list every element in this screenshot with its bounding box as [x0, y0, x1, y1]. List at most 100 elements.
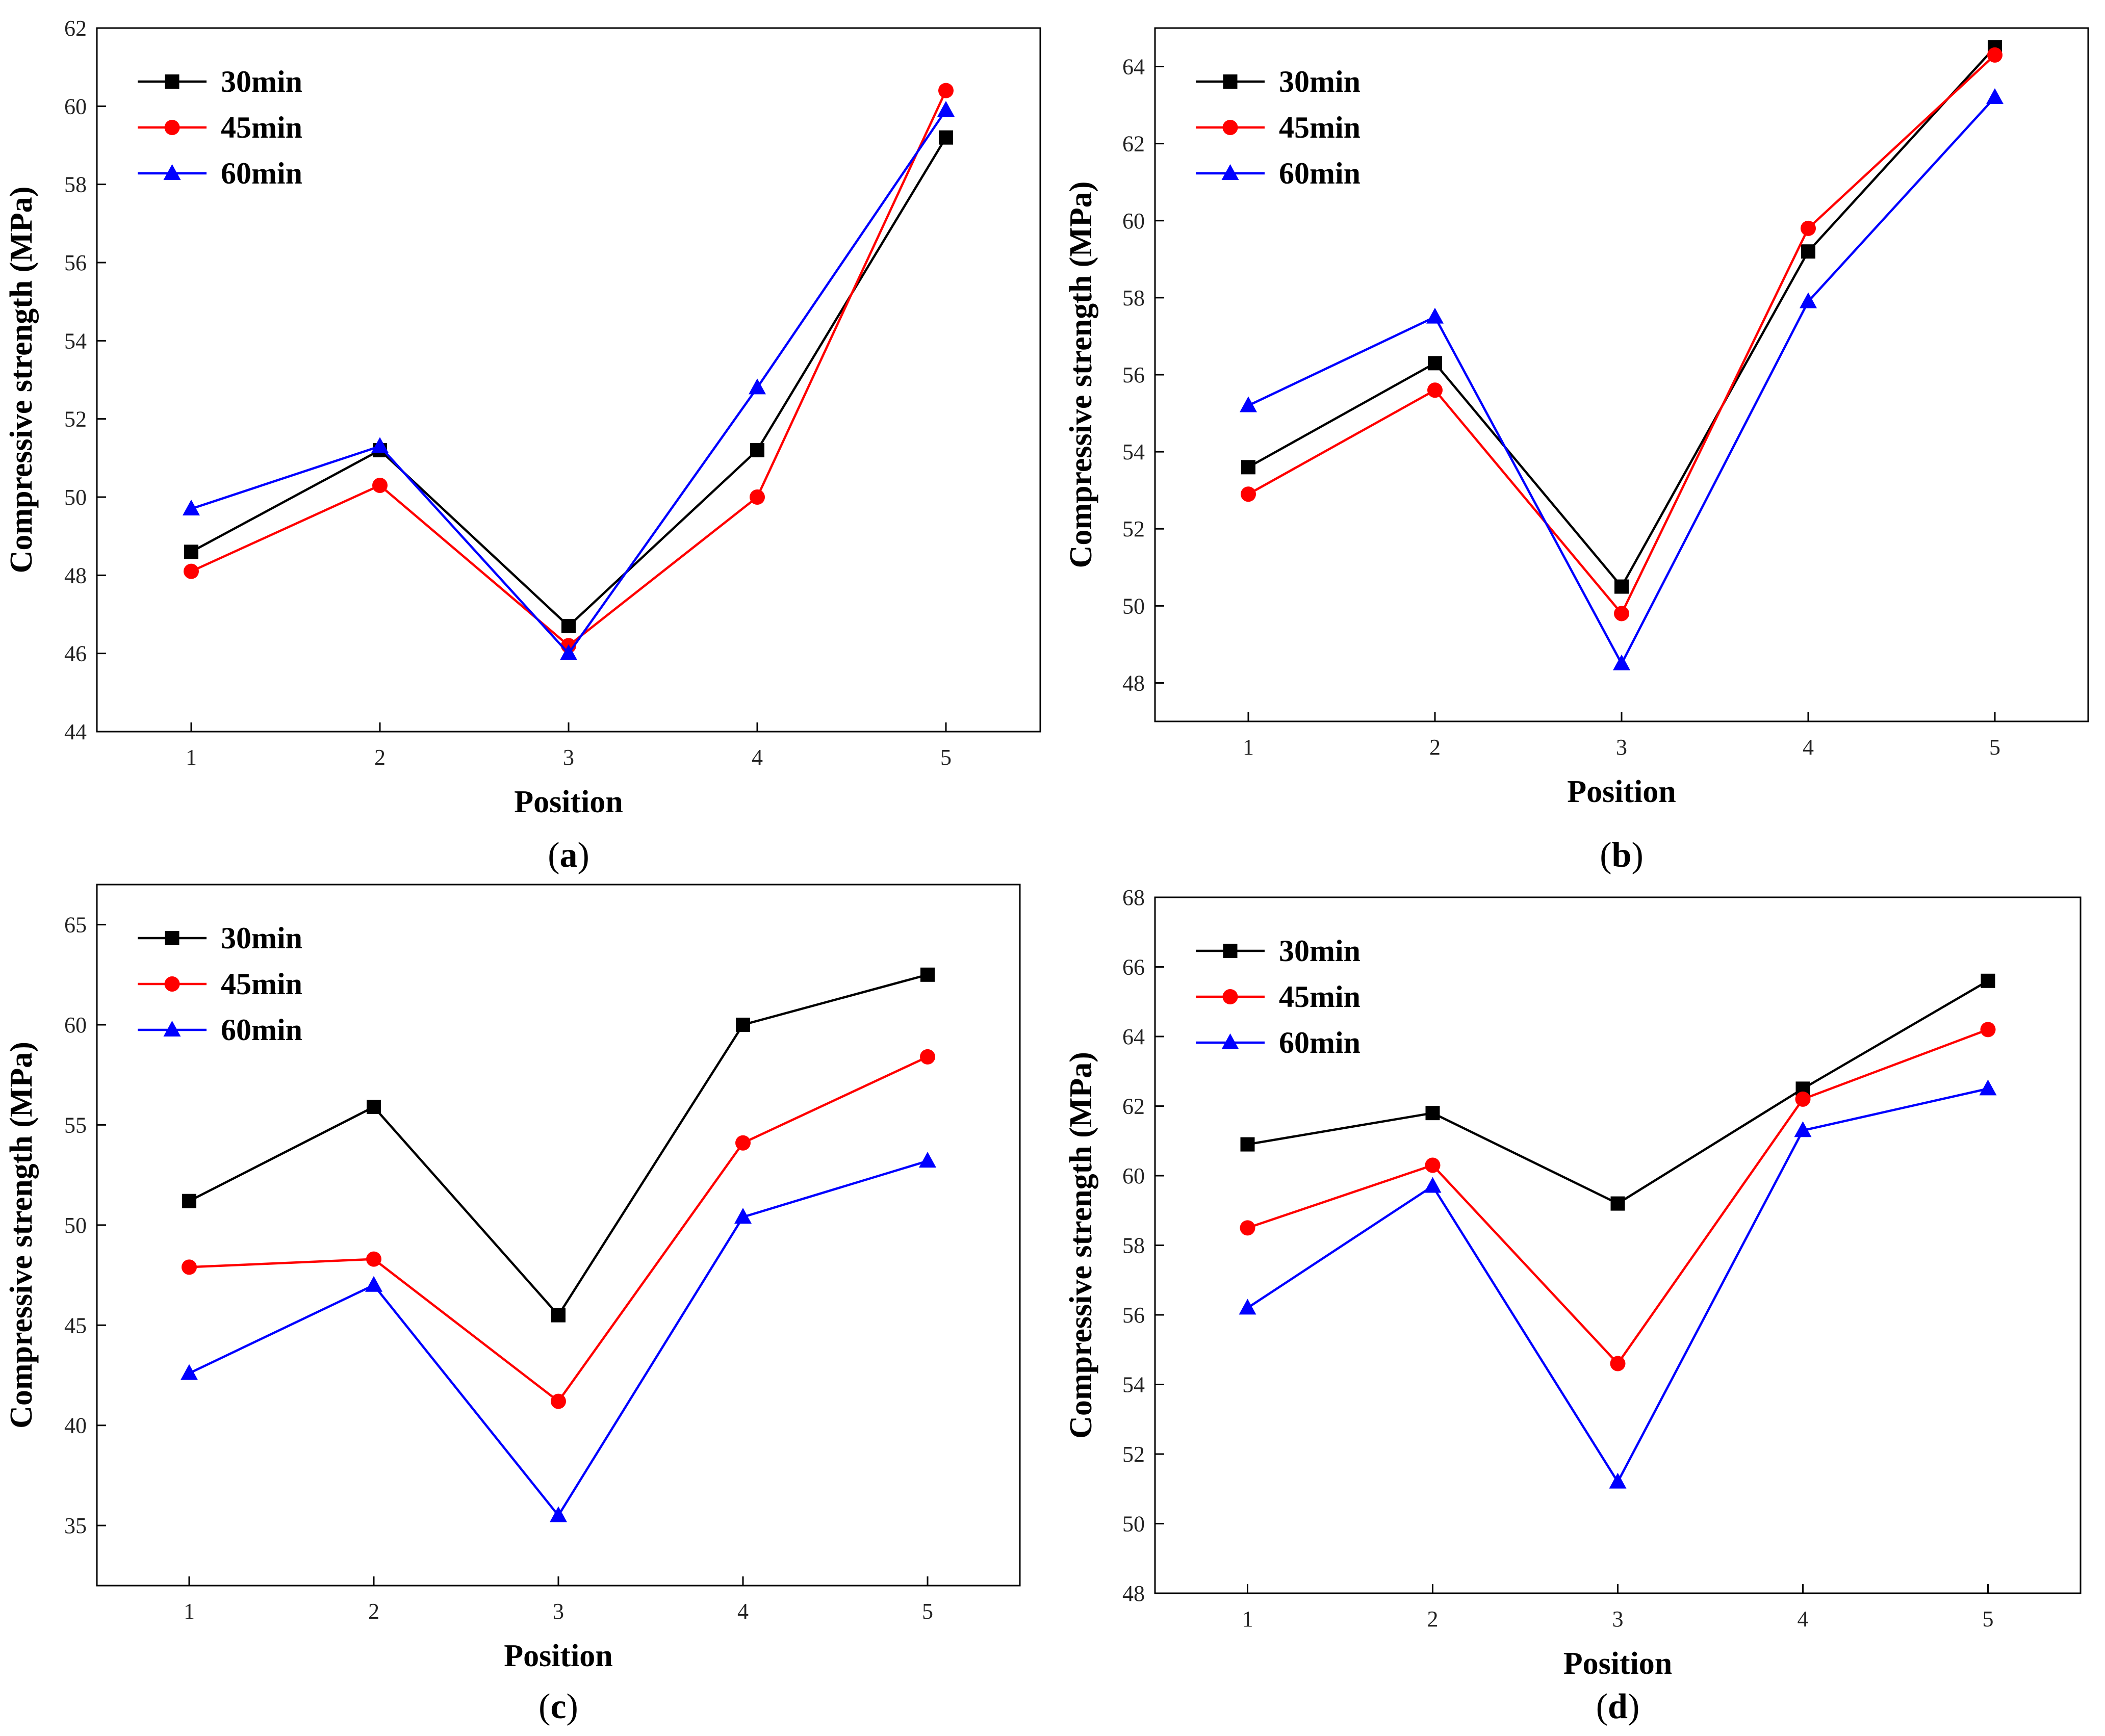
series-line-45min	[191, 90, 947, 647]
series-line-60min	[191, 109, 947, 656]
legend-label-30min: 30min	[221, 65, 302, 98]
data-point-30min-pos3	[561, 619, 576, 633]
x-tick-label: 4	[737, 1599, 749, 1624]
y-tick-label: 64	[1122, 1024, 1145, 1049]
data-point-60min-pos2	[365, 1276, 382, 1292]
data-point-45min-pos3	[1614, 606, 1629, 621]
data-point-60min-pos2	[371, 437, 389, 453]
y-tick-label: 60	[64, 1013, 87, 1038]
y-tick-label: 58	[1122, 286, 1145, 310]
data-point-60min-pos5	[919, 1152, 936, 1168]
data-point-45min-pos2	[366, 1251, 381, 1267]
x-tick-label: 3	[1616, 735, 1627, 760]
y-tick-label: 48	[1122, 1581, 1145, 1606]
x-tick-label: 5	[922, 1599, 933, 1624]
series-60min	[1239, 1079, 1997, 1489]
y-tick-label: 35	[64, 1513, 87, 1538]
x-axis-label: Position	[514, 785, 623, 819]
data-point-60min-pos4	[1794, 1121, 1812, 1137]
x-axis-label: Position	[504, 1639, 613, 1673]
panel-caption-letter: d	[1608, 1687, 1628, 1726]
series-30min	[1241, 40, 2002, 594]
x-tick-label: 2	[368, 1599, 379, 1624]
y-tick-label: 62	[1122, 132, 1145, 157]
legend-label-45min: 45min	[1279, 980, 1360, 1014]
y-tick-label: 58	[1122, 1233, 1145, 1258]
y-tick-label: 58	[64, 172, 87, 197]
chart-panel-b: 48 50 52 54 56 58 60 62 64 1 2 3 4 5 Position Compressi…	[1064, 27, 2089, 875]
y-axis-label: Compressive strength (MPa)	[4, 1042, 39, 1429]
data-point-45min-pos2	[372, 478, 388, 493]
legend-label-60min: 60min	[221, 157, 302, 190]
x-tick-label: 5	[1989, 735, 2000, 760]
legend-label-60min: 60min	[1279, 157, 1360, 190]
legend-label-60min: 60min	[221, 1013, 302, 1047]
legend-marker-60min	[1221, 1033, 1239, 1049]
series-line-60min	[1247, 1087, 1988, 1485]
y-tick-label: 60	[64, 94, 87, 119]
data-point-60min-pos1	[181, 1364, 198, 1380]
data-point-60min-pos3	[550, 1506, 567, 1522]
data-point-60min-pos1	[183, 500, 200, 515]
data-point-30min-pos1	[182, 1194, 196, 1208]
x-tick-label: 2	[374, 745, 386, 770]
y-tick-label: 62	[64, 16, 87, 41]
panel-caption: (b)	[1600, 836, 1644, 875]
y-axis-label: Compressive strength (MPa)	[1064, 182, 1098, 568]
panel-caption-letter: a	[560, 836, 578, 875]
panel-caption: (a)	[548, 836, 589, 875]
data-point-45min-pos2	[1425, 1157, 1441, 1173]
data-point-60min-pos4	[734, 1208, 752, 1224]
y-tick-label: 55	[64, 1112, 87, 1137]
data-point-60min-pos5	[1986, 88, 2004, 104]
data-point-45min-pos5	[1980, 1022, 1996, 1038]
data-point-30min-pos2	[1425, 1106, 1440, 1121]
legend-label-45min: 45min	[221, 967, 302, 1001]
x-tick-label: 3	[563, 745, 574, 770]
data-point-45min-pos1	[1241, 486, 1256, 502]
x-tick-label: 4	[1803, 735, 1814, 760]
x-axis-label: Position	[1563, 1646, 1673, 1681]
series-line-30min	[190, 137, 947, 628]
data-point-45min-pos5	[920, 1049, 935, 1065]
legend-marker-30min	[165, 74, 179, 89]
y-tick-label: 52	[1122, 516, 1145, 541]
data-point-30min-pos3	[551, 1308, 566, 1323]
legend-marker-30min	[1223, 944, 1238, 958]
y-tick-label: 64	[1122, 55, 1145, 80]
y-tick-label: 60	[1122, 1163, 1145, 1188]
y-tick-label: 54	[1122, 439, 1145, 464]
chart-panel-a: 44 46 48 50 52 54 56 58 60 62 1 2 3 4 5 Position Compres…	[4, 16, 1041, 875]
series-60min	[183, 101, 955, 660]
legend-marker-45min	[164, 120, 180, 135]
legend-marker-45min	[1222, 989, 1238, 1004]
data-point-45min-pos4	[1801, 220, 1816, 236]
data-point-45min-pos4	[735, 1135, 751, 1151]
y-tick-label: 54	[64, 328, 87, 353]
series-30min	[184, 130, 953, 633]
y-tick-label: 50	[64, 485, 87, 510]
data-point-30min-pos2	[367, 1100, 381, 1115]
x-axis-label: Position	[1567, 774, 1676, 809]
legend-marker-45min	[1222, 120, 1238, 135]
y-tick-label: 56	[1122, 1303, 1145, 1328]
legend-marker-30min	[165, 931, 179, 945]
legend-label-60min: 60min	[1279, 1026, 1360, 1059]
panel-caption: (c)	[538, 1687, 578, 1726]
legend: 30min 45min 60min	[1196, 65, 1360, 190]
y-tick-label: 62	[1122, 1094, 1145, 1119]
data-point-45min-pos3	[1610, 1356, 1626, 1371]
data-point-45min-pos2	[1427, 382, 1443, 398]
y-tick-label: 68	[1122, 885, 1145, 910]
legend: 30min 45min 60min	[138, 921, 302, 1047]
y-tick-label: 40	[64, 1413, 87, 1438]
series-45min	[1241, 47, 2003, 621]
legend-marker-30min	[1223, 74, 1238, 89]
legend-label-45min: 45min	[221, 111, 302, 144]
x-tick-label: 2	[1427, 1607, 1439, 1631]
legend-marker-45min	[164, 976, 180, 992]
y-tick-label: 56	[64, 250, 87, 275]
y-tick-label: 45	[64, 1313, 87, 1338]
